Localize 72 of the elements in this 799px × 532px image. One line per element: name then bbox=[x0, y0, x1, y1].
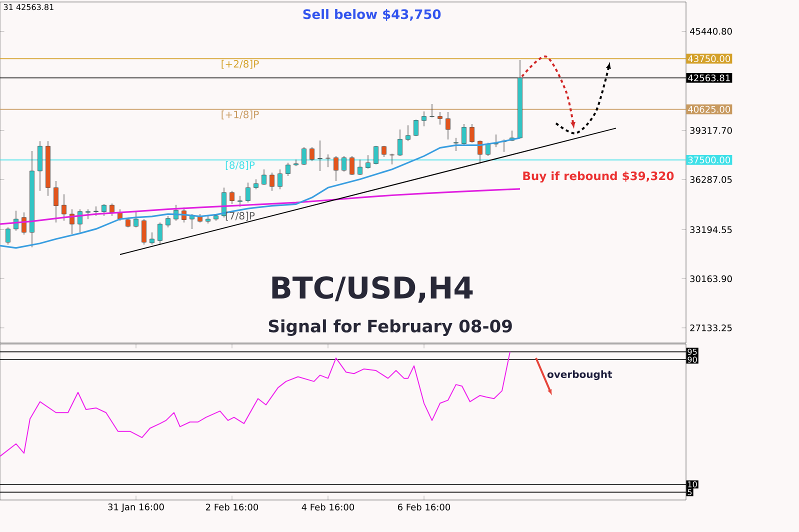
candlestick bbox=[334, 156, 338, 182]
candlestick bbox=[326, 154, 330, 168]
y-tick-label: 27133.25 bbox=[690, 324, 732, 332]
y-tick-label: 33194.55 bbox=[690, 226, 732, 234]
candlestick bbox=[78, 208, 82, 233]
annotation: overbought bbox=[547, 370, 612, 380]
x-tick-label: 6 Feb 16:00 bbox=[398, 504, 450, 510]
candlestick bbox=[358, 159, 362, 176]
y-tick-label: 95 bbox=[688, 348, 697, 355]
candlestick bbox=[438, 112, 442, 125]
candlestick bbox=[262, 169, 266, 186]
candlestick bbox=[366, 154, 370, 169]
candlestick bbox=[398, 129, 402, 156]
x-tick-label: 4 Feb 16:00 bbox=[302, 504, 354, 510]
candlestick bbox=[166, 216, 170, 228]
candlestick bbox=[94, 206, 98, 216]
ref-line-label: 37500.00 bbox=[688, 156, 730, 164]
y-tick-label: 5 bbox=[688, 489, 692, 496]
x-tick-label: 2 Feb 16:00 bbox=[206, 504, 258, 510]
candlestick bbox=[246, 182, 250, 203]
candlestick bbox=[102, 204, 106, 216]
candlestick bbox=[422, 111, 426, 127]
y-tick-label: 39317.70 bbox=[690, 127, 732, 134]
candlestick bbox=[470, 124, 474, 144]
y-tick-label: 45440.80 bbox=[690, 28, 732, 35]
candlestick bbox=[86, 208, 90, 220]
ref-line-label: 40625.00 bbox=[688, 106, 730, 113]
candlestick bbox=[270, 172, 274, 192]
y-tick-label: 10 bbox=[688, 481, 697, 488]
y-tick-label: 36287.05 bbox=[690, 176, 732, 183]
y-tick-label: 90 bbox=[688, 356, 697, 363]
candlestick bbox=[342, 156, 346, 172]
candlestick bbox=[462, 124, 466, 146]
ref-line-label: 42563.81 bbox=[688, 74, 730, 82]
candlestick bbox=[230, 190, 234, 204]
candlestick bbox=[150, 232, 154, 245]
ref-line-label: 43750.00 bbox=[688, 55, 730, 62]
annotation: Buy if rebound $39,320 bbox=[523, 171, 674, 183]
x-tick-label: 31 Jan 16:00 bbox=[108, 504, 164, 512]
annotation: [+1/8]P bbox=[222, 110, 259, 120]
candlestick bbox=[238, 196, 242, 208]
annotation: BTC/USD,H4 bbox=[272, 276, 473, 303]
candlestick bbox=[302, 146, 306, 166]
annotation: Signal for February 08-09 bbox=[268, 319, 512, 336]
candlestick bbox=[110, 203, 114, 216]
candlestick bbox=[430, 104, 434, 118]
candlestick bbox=[254, 178, 258, 190]
candlestick bbox=[406, 124, 410, 142]
candlestick bbox=[62, 194, 66, 221]
candlestick bbox=[142, 218, 146, 245]
candlestick bbox=[286, 162, 290, 176]
candlestick bbox=[6, 227, 10, 245]
candlestick bbox=[278, 169, 282, 190]
annotation: Sell below $43,750 bbox=[303, 9, 441, 21]
candlestick bbox=[454, 138, 458, 152]
candlestick bbox=[54, 180, 58, 223]
candlestick bbox=[494, 134, 498, 148]
y-tick-label: 30163.90 bbox=[690, 275, 732, 282]
candlestick bbox=[446, 112, 450, 140]
candlestick bbox=[134, 211, 138, 228]
candlestick bbox=[318, 140, 322, 172]
candlestick bbox=[414, 119, 418, 136]
annotation: 31 42563.81 bbox=[4, 4, 54, 10]
candlestick bbox=[390, 153, 394, 165]
candlestick bbox=[158, 222, 162, 244]
candlestick bbox=[350, 156, 354, 176]
candlestick bbox=[310, 146, 314, 162]
candlestick bbox=[294, 159, 298, 166]
candlestick bbox=[374, 146, 378, 165]
annotation: [8/8]P bbox=[226, 161, 255, 170]
annotation: [7/8]P bbox=[226, 212, 255, 221]
annotation: [+2/8]P bbox=[222, 60, 259, 69]
